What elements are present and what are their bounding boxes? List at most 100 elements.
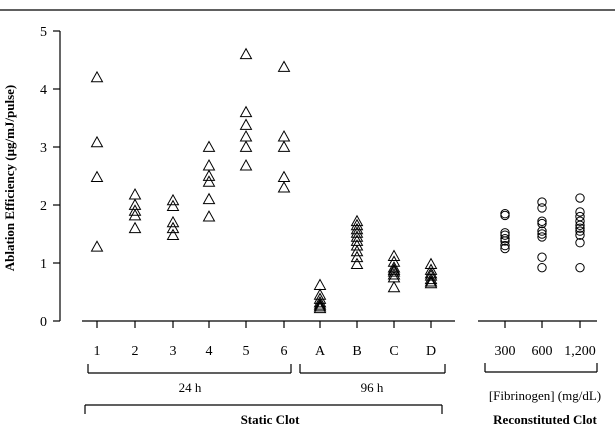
data-point-triangle — [202, 169, 216, 181]
data-point-circle — [500, 230, 510, 240]
x-tick-label: 1,200 — [564, 344, 596, 359]
data-point-triangle — [387, 265, 401, 277]
data-point-triangle — [166, 228, 180, 241]
data-point-circle — [537, 203, 547, 213]
data-point-triangle — [387, 268, 401, 280]
data-point-triangle — [313, 299, 327, 312]
data-point-triangle — [350, 218, 364, 231]
data-point-triangle — [424, 275, 438, 287]
y-tick-label: 4 — [40, 83, 47, 98]
y-tick-label: 2 — [40, 199, 47, 214]
data-point-triangle — [277, 130, 291, 142]
data-point-triangle — [128, 188, 142, 200]
data-point-circle — [575, 230, 585, 240]
data-point-triangle — [424, 276, 438, 289]
data-point-triangle — [202, 159, 216, 171]
data-point-triangle — [239, 118, 253, 130]
data-point-triangle — [202, 140, 216, 152]
tick-labels: 0 1 2 3 4 5 1 2 3 4 5 6 A B C D 300 600 1,200 — [40, 25, 596, 359]
x-tick-label: C — [389, 344, 398, 359]
data-point-circle — [537, 252, 547, 262]
x-tick-label: B — [352, 344, 361, 359]
data-point-triangle — [350, 226, 364, 238]
y-tick-label: 0 — [40, 315, 47, 330]
axes — [53, 30, 597, 328]
data-point-triangle — [350, 250, 364, 263]
data-point-triangle — [128, 208, 142, 221]
data-point-triangle — [90, 170, 104, 183]
group-label-reconstituted-clot: Reconstituted Clot — [493, 412, 597, 427]
data-point-circle — [575, 262, 585, 273]
data-point-triangle — [350, 257, 364, 270]
data-point-triangle — [202, 175, 216, 187]
y-tick-label: 3 — [40, 141, 47, 156]
data-point-triangle — [277, 140, 291, 152]
data-point-circle — [575, 207, 585, 217]
data-point-circle — [537, 218, 547, 229]
y-axis-label: Ablation Efficiency (μg/mJ/pulse) — [2, 85, 17, 271]
data-point-triangle — [313, 278, 327, 290]
x-tick-label: 4 — [206, 344, 213, 359]
data-point-circle — [575, 193, 585, 203]
data-point-triangle — [350, 214, 364, 227]
x-tick-label: A — [315, 344, 326, 359]
x-tick-label: 300 — [495, 344, 516, 359]
data-point-triangle — [239, 130, 253, 142]
data-point-triangle — [202, 210, 216, 222]
y-tick-label: 1 — [40, 257, 47, 272]
data-point-circle — [575, 226, 585, 236]
data-point-triangle — [90, 135, 104, 148]
data-point-circle — [537, 262, 547, 273]
data-point-triangle — [166, 221, 180, 234]
data-point-triangle — [424, 272, 438, 285]
data-point-circle — [500, 236, 510, 246]
x-tick-label: 6 — [281, 344, 288, 359]
x-tick-label: D — [426, 344, 436, 359]
data-point-triangle — [166, 193, 180, 206]
data-point-triangle — [239, 47, 253, 60]
x-tick-label: 600 — [532, 344, 553, 359]
group-label-static-clot: Static Clot — [241, 412, 301, 427]
group-label-24h: 24 h — [179, 380, 202, 395]
x-tick-label: 5 — [243, 344, 250, 359]
data-point-triangle — [239, 159, 253, 171]
data-point-circle — [575, 238, 585, 248]
y-tick-label: 5 — [40, 25, 47, 40]
data-point-circle — [500, 210, 510, 221]
data-point-circle — [537, 216, 547, 226]
data-point-triangle — [350, 222, 364, 235]
data-point-triangle — [166, 215, 180, 228]
data-point-circle — [537, 197, 547, 207]
group-brackets: 24 h 96 h Static Clot [Fibrinogen] (mg/dL) R… — [84, 363, 601, 427]
x-tick-label: 2 — [132, 344, 139, 359]
data-point-circle — [575, 223, 585, 233]
data-point-triangle — [350, 239, 364, 251]
data-point-triangle — [128, 204, 142, 216]
data-point-triangle — [202, 192, 216, 205]
data-point-triangle — [277, 181, 291, 193]
data-point-triangle — [277, 170, 291, 183]
x-tick-label: 3 — [170, 344, 177, 359]
data-point-triangle — [313, 301, 327, 314]
data-point-circle — [537, 226, 547, 236]
data-point-triangle — [128, 221, 142, 234]
data-point-triangle — [90, 240, 104, 252]
group-label-96h: 96 h — [361, 380, 384, 395]
data-point-circle — [500, 243, 510, 254]
data-point-triangle — [350, 244, 364, 257]
data-point-triangle — [239, 105, 253, 118]
data-point-triangle — [387, 263, 401, 275]
data-points — [90, 47, 585, 314]
x-tick-label: 1 — [94, 344, 101, 359]
group-subtitle-fibrinogen: [Fibrinogen] (mg/dL) — [489, 388, 601, 403]
data-point-circle — [500, 233, 510, 244]
data-point-triangle — [90, 70, 104, 83]
data-point-triangle — [239, 140, 253, 152]
data-point-circle — [500, 240, 510, 251]
data-point-circle — [537, 229, 547, 239]
data-point-triangle — [387, 249, 401, 261]
data-point-triangle — [387, 280, 401, 293]
data-point-triangle — [313, 295, 327, 308]
data-point-triangle — [166, 199, 180, 212]
